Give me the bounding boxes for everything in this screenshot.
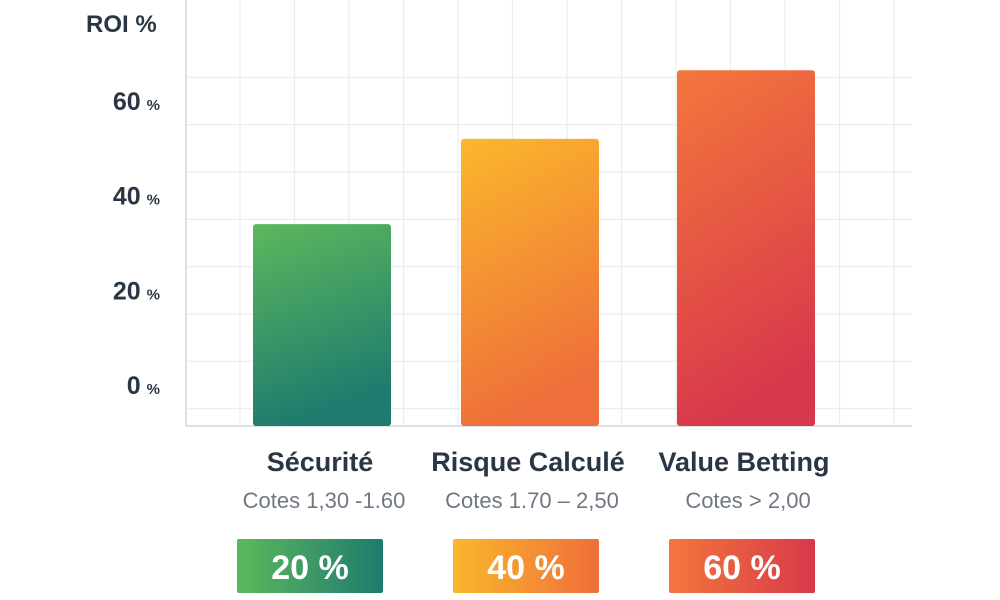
bar-1 xyxy=(253,224,391,426)
category-subtitle: Cotes 1,30 -1.60 xyxy=(243,488,406,513)
roi-badge xyxy=(669,539,815,593)
y-tick-label: 20% xyxy=(113,277,160,305)
roi-badge-label: 60 % xyxy=(703,549,781,587)
y-tick-label: 0% xyxy=(127,372,160,400)
roi-badge-label: 20 % xyxy=(271,549,349,587)
category-labels: Sécurité Cotes 1,30 -1.60 Risque Calculé Co… xyxy=(243,447,830,513)
category-label: Sécurité xyxy=(267,447,374,477)
y-axis-label: ROI % xyxy=(86,11,157,38)
roi-badge xyxy=(453,539,599,593)
category-subtitle: Cotes > 2,00 xyxy=(685,488,810,513)
y-tick-label: 60% xyxy=(113,88,160,116)
roi-badge xyxy=(237,539,383,593)
y-tick-label: 40% xyxy=(113,183,160,211)
roi-badge-label: 40 % xyxy=(487,549,565,587)
category-label: Value Betting xyxy=(658,447,829,477)
roi-badges: 20 % 40 % 60 % xyxy=(237,539,815,593)
bars xyxy=(253,70,815,426)
bar-3 xyxy=(677,70,815,426)
bar-2 xyxy=(461,138,599,426)
y-tick-labels: 0 % 20 % 40 % 60% xyxy=(113,88,160,400)
category-subtitle: Cotes 1.70 – 2,50 xyxy=(445,488,619,513)
category-label: Risque Calculé xyxy=(431,447,625,477)
